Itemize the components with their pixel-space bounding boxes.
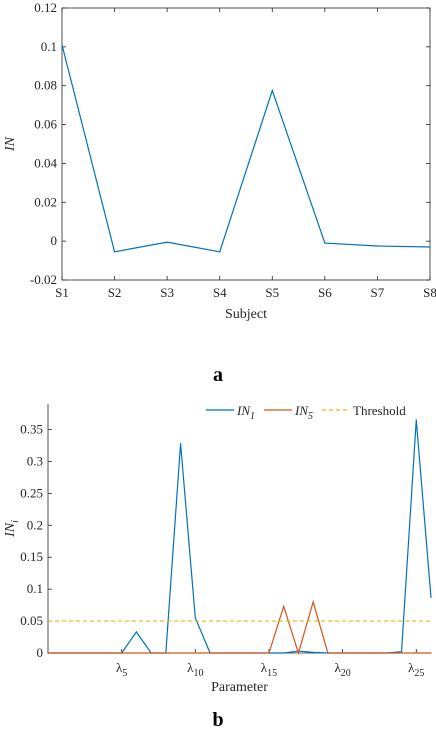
data-point-b: [194, 617, 196, 619]
x-tick-label-a: S2: [108, 285, 122, 300]
data-point-b: [430, 596, 432, 599]
data-point-a: [271, 89, 273, 92]
x-axis-label-a: Subject: [225, 307, 267, 322]
panel-label-a: a: [213, 364, 223, 386]
data-point-b: [283, 652, 285, 654]
data-point-b: [47, 652, 49, 654]
data-point-a: [324, 242, 326, 244]
x-tick-label-b: λ5: [116, 660, 127, 679]
data-point-a: [61, 44, 63, 46]
y-tick-label-b: 0.25: [20, 485, 43, 500]
x-tick-label-a: S6: [318, 285, 332, 300]
data-point-a: [429, 246, 431, 248]
y-tick-label-a: 0.1: [41, 39, 57, 54]
y-tick-label-b: 0.35: [20, 422, 43, 437]
x-tick-label-a: S4: [213, 285, 227, 300]
data-point-a: [376, 245, 379, 247]
data-point-b: [179, 442, 182, 445]
y-axis-label-a: IN: [3, 136, 18, 152]
x-tick-label-a: S7: [371, 285, 385, 300]
y-tick-label-a: 0.06: [34, 117, 57, 132]
chart-b: 0 0.05 0.1 0.15 0.2 0.25 0.3 0.35 λ5 λ10 λ15 λ20 λ25…: [3, 403, 432, 731]
data-point-b: [283, 605, 285, 607]
x-tick-label-b: λ25: [408, 660, 424, 679]
y-tick-label-a: 0.08: [34, 78, 57, 93]
y-tick-label-a: 0.02: [34, 194, 57, 209]
x-tick-label-b: λ10: [187, 660, 203, 679]
data-point-a: [219, 251, 221, 253]
series-line-b-in5: [48, 599, 431, 656]
data-point-b: [430, 652, 432, 654]
data-point-b: [342, 652, 344, 654]
y-tick-label-a: -0.02: [30, 272, 57, 287]
x-tick-label-b: λ15: [261, 660, 277, 679]
y-axis-label-b: INi: [3, 520, 21, 538]
data-point-a: [166, 241, 168, 243]
panel-label-b: b: [212, 709, 223, 731]
y-axis-label-text-b: INi: [3, 520, 21, 538]
y-tick-label-b: 0.3: [27, 453, 43, 468]
plot-box-a: [61, 7, 431, 281]
y-tick-label-b: 0.15: [20, 549, 43, 564]
y-tick-label-a: 0.12: [34, 0, 57, 15]
x-tick-label-a: S1: [55, 285, 69, 300]
data-point-b: [415, 419, 417, 421]
legend-b: IN1 IN5 Threshold: [206, 403, 406, 422]
data-point-b: [400, 651, 403, 653]
data-point-b: [312, 651, 314, 653]
data-point-b: [135, 631, 137, 633]
data-point-b: [312, 601, 314, 603]
series-line-b-in1: [48, 419, 432, 654]
x-tick-label-a: S3: [160, 285, 174, 300]
x-axis-label-b: Parameter: [211, 680, 268, 695]
y-tick-label-a: 0: [51, 233, 58, 248]
x-tick-label-a: S5: [265, 285, 279, 300]
legend-label: IN1: [236, 403, 255, 422]
y-tick-label-b: 0.2: [27, 517, 43, 532]
data-point-a: [113, 251, 116, 253]
series-line-a: [61, 44, 431, 253]
x-tick-label-a: S8: [423, 285, 436, 300]
legend-label: Threshold: [353, 403, 406, 418]
data-point-b: [297, 652, 300, 654]
y-tick-label-b: 0: [37, 645, 44, 660]
y-tick-label-a: 0.04: [34, 155, 57, 170]
chart-a: -0.02 0 0.02 0.04 0.06 0.08 0.1 0.12 S1 S2 S3 S4 S5 S…: [3, 0, 436, 386]
data-point-b: [327, 652, 329, 654]
x-tick-label-b: λ20: [334, 660, 350, 679]
data-point-b: [268, 652, 270, 654]
legend-label: IN5: [294, 403, 313, 422]
y-tick-label-b: 0.05: [20, 613, 43, 628]
y-tick-label-b: 0.1: [27, 581, 43, 596]
